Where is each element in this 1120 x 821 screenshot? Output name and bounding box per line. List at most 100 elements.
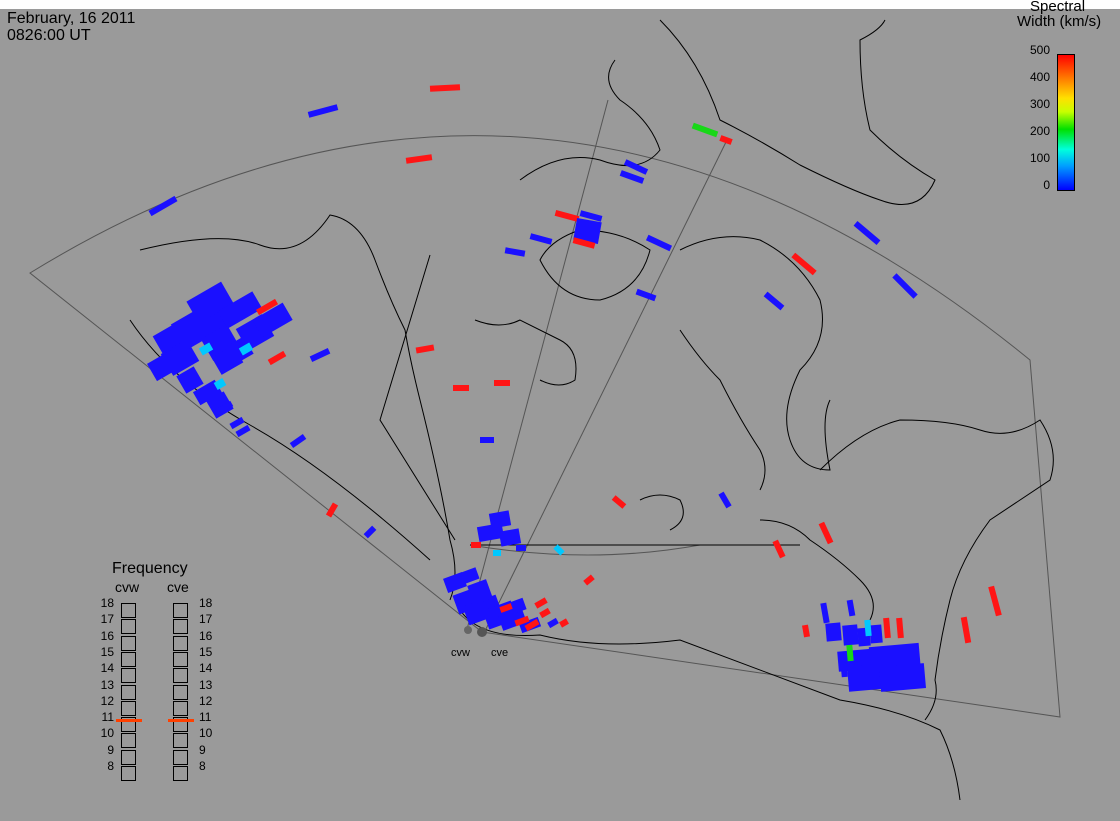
- radar-scatter: [147, 84, 1002, 692]
- echo-cell: [238, 342, 254, 356]
- freq-tick-left: 17: [100, 612, 114, 627]
- echo-segment: [719, 135, 733, 145]
- freq-tick-right: 13: [199, 677, 213, 692]
- echo-segment: [572, 237, 596, 249]
- freq-cell: [121, 635, 136, 651]
- radar-label-cvw: cvw: [451, 647, 470, 659]
- echo-cell: [213, 378, 227, 390]
- echo-cell: [498, 608, 527, 631]
- freq-cell: [173, 717, 188, 733]
- echo-segment: [883, 617, 891, 639]
- colorbar-tick: 200: [1029, 124, 1050, 138]
- echo-cell: [467, 579, 493, 605]
- echo-segment: [267, 350, 287, 366]
- echo-segment: [559, 618, 569, 628]
- freq-tick-right: 15: [199, 644, 213, 659]
- freq-tick-right: 14: [199, 661, 213, 676]
- colorbar-tick: 400: [1029, 70, 1050, 84]
- freq-cell: [121, 619, 136, 635]
- echo-cell: [458, 567, 480, 585]
- freq-cell: [121, 651, 136, 667]
- freq-tick-left: 9: [107, 742, 114, 757]
- echo-segment: [579, 210, 603, 222]
- echo-segment: [846, 599, 856, 617]
- freq-tick-left: 12: [100, 693, 114, 708]
- freq-cell: [121, 700, 136, 716]
- echo-cell: [252, 302, 293, 338]
- echo-segment: [363, 525, 377, 539]
- freq-tick-right: 17: [199, 612, 213, 627]
- freq-cell: [173, 668, 188, 684]
- freq-cell: [121, 766, 136, 781]
- colorbar-tick: 500: [1029, 43, 1050, 57]
- freq-tick-right: 18: [199, 596, 213, 610]
- echo-cell: [200, 324, 240, 361]
- freq-cell: [121, 717, 136, 733]
- freq-cell: [121, 684, 136, 700]
- freq-tick-left: 8: [107, 759, 114, 773]
- echo-segment: [853, 221, 881, 245]
- echo-segment: [960, 616, 972, 644]
- freq-tick-left: 13: [100, 677, 114, 692]
- colorbar-tick: 300: [1029, 97, 1050, 111]
- freq-cell: [173, 749, 188, 765]
- echo-segment: [453, 385, 469, 391]
- colorbar-title-line2: Width (km/s): [1017, 13, 1102, 30]
- echo-segment: [415, 344, 435, 354]
- echo-segment: [772, 539, 786, 559]
- echo-cell: [206, 391, 234, 419]
- freq-cell: [173, 700, 188, 716]
- freq-cell: [173, 766, 188, 781]
- echo-cell: [217, 291, 263, 329]
- frequency-title: Frequency: [112, 560, 188, 577]
- echo-segment: [896, 617, 904, 639]
- echo-cell: [192, 379, 223, 406]
- echo-segment: [864, 619, 872, 637]
- colorbar-tick: 100: [1029, 151, 1050, 165]
- echo-cell: [878, 663, 927, 692]
- echo-segment: [718, 491, 732, 509]
- freq-tick-right: 12: [199, 693, 213, 708]
- freq-tick-left: 10: [100, 726, 114, 741]
- echo-cell: [147, 348, 183, 382]
- colorbar-tick: 0: [1043, 178, 1050, 192]
- echo-segment: [645, 234, 673, 252]
- freq-tick-right: 11: [199, 710, 212, 725]
- echo-cell: [186, 281, 234, 324]
- echo-cell: [825, 622, 842, 642]
- radar-site-cvw: [464, 626, 472, 634]
- freq-cell: [121, 603, 136, 618]
- freq-cell: [173, 733, 188, 749]
- echo-segment: [504, 247, 526, 257]
- echo-segment: [820, 602, 830, 624]
- freq-tick-left: 15: [100, 644, 114, 659]
- echo-segment: [539, 607, 551, 619]
- echo-segment: [309, 348, 331, 362]
- echo-segment: [429, 84, 461, 92]
- echo-segment: [691, 122, 719, 138]
- echo-segment: [289, 433, 307, 449]
- echo-segment: [325, 502, 339, 518]
- freq-tick-right: 10: [199, 726, 213, 741]
- colorbar-title-line1: Spectral: [1030, 0, 1086, 15]
- echo-segment: [471, 542, 481, 548]
- echo-cell: [842, 624, 859, 646]
- echo-cell: [869, 624, 883, 644]
- echo-cell: [573, 217, 602, 245]
- echo-segment: [493, 550, 501, 556]
- echo-segment: [892, 273, 918, 299]
- freq-tick-left: 16: [100, 628, 114, 643]
- echo-segment: [840, 658, 848, 678]
- echo-segment: [583, 574, 595, 586]
- freq-tick-left: 14: [100, 661, 114, 676]
- echo-segment: [619, 170, 645, 184]
- freq-label-cvw: cvw: [115, 579, 140, 595]
- echo-segment: [524, 618, 540, 632]
- freq-cell: [121, 749, 136, 765]
- freq-cell: [173, 619, 188, 635]
- echo-segment: [763, 291, 785, 311]
- echo-segment: [494, 380, 510, 386]
- echo-segment: [791, 252, 817, 276]
- echo-segment: [307, 104, 339, 118]
